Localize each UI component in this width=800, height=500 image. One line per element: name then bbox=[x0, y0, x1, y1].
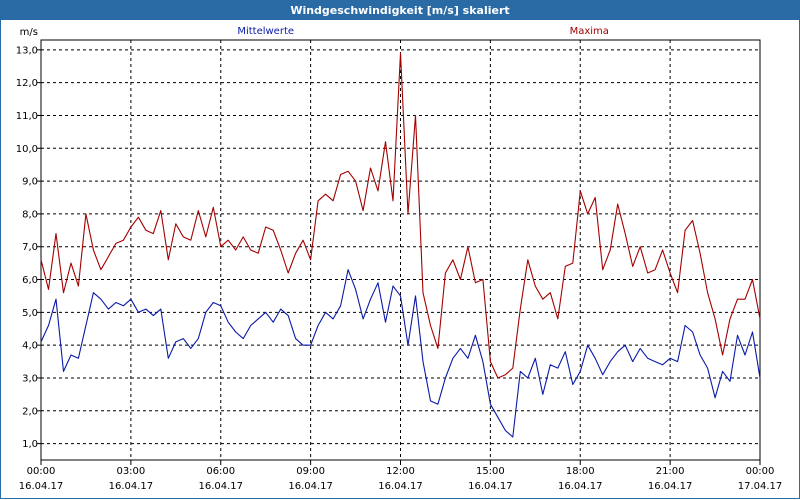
x-tick-date: 16.04.17 bbox=[109, 481, 154, 492]
y-tick-label: 5,0 bbox=[22, 308, 38, 319]
x-tick-time: 09:00 bbox=[296, 466, 325, 477]
y-axis-unit: m/s bbox=[20, 27, 38, 38]
x-tick-date: 16.04.17 bbox=[648, 481, 693, 492]
y-tick-label: 3,0 bbox=[22, 373, 38, 384]
y-tick-label: 7,0 bbox=[22, 242, 38, 253]
legend-max: Maxima bbox=[570, 26, 609, 37]
y-tick-label: 1,0 bbox=[22, 439, 38, 450]
y-tick-label: 8,0 bbox=[22, 209, 38, 220]
x-tick-time: 15:00 bbox=[476, 466, 505, 477]
y-tick-label: 12,0 bbox=[16, 78, 38, 89]
y-tick-label: 11,0 bbox=[16, 111, 38, 122]
x-tick-time: 00:00 bbox=[27, 466, 56, 477]
y-tick-label: 9,0 bbox=[22, 177, 38, 188]
y-tick-label: 10,0 bbox=[16, 144, 38, 155]
series-line-maxima bbox=[40, 52, 761, 379]
x-tick-date: 16.04.17 bbox=[468, 481, 513, 492]
x-tick-date: 16.04.17 bbox=[558, 481, 603, 492]
y-tick-label: 2,0 bbox=[22, 406, 38, 417]
x-tick-date: 16.04.17 bbox=[288, 481, 333, 492]
x-tick-date: 17.04.17 bbox=[738, 481, 783, 492]
chart-frame: 1,0 2,0 3,0 4,0 5,0 6,0 7,0 8,0 9,0 10,0 11,0 12,0 1… bbox=[0, 20, 800, 499]
x-tick-time: 21:00 bbox=[656, 466, 685, 477]
y-tick-label: 4,0 bbox=[22, 341, 38, 352]
x-tick-date: 16.04.17 bbox=[19, 481, 64, 492]
x-tick-time: 03:00 bbox=[116, 466, 145, 477]
x-tick-time: 06:00 bbox=[206, 466, 235, 477]
x-tick-time: 00:00 bbox=[746, 466, 775, 477]
x-tick-time: 18:00 bbox=[566, 466, 595, 477]
chart-canvas: 1,0 2,0 3,0 4,0 5,0 6,0 7,0 8,0 9,0 10,0 11,0 12,0 1… bbox=[16, 26, 783, 492]
y-tick-label: 13,0 bbox=[16, 45, 38, 56]
y-tick-label: 6,0 bbox=[22, 275, 38, 286]
x-tick-date: 16.04.17 bbox=[378, 481, 423, 492]
legend-mean: Mittelwerte bbox=[237, 26, 294, 37]
window-title: Windgeschwindigkeit [m/s] skaliert bbox=[0, 0, 800, 20]
x-tick-date: 16.04.17 bbox=[198, 481, 243, 492]
x-tick-time: 12:00 bbox=[386, 466, 415, 477]
series-line-mittelwerte bbox=[40, 269, 761, 438]
